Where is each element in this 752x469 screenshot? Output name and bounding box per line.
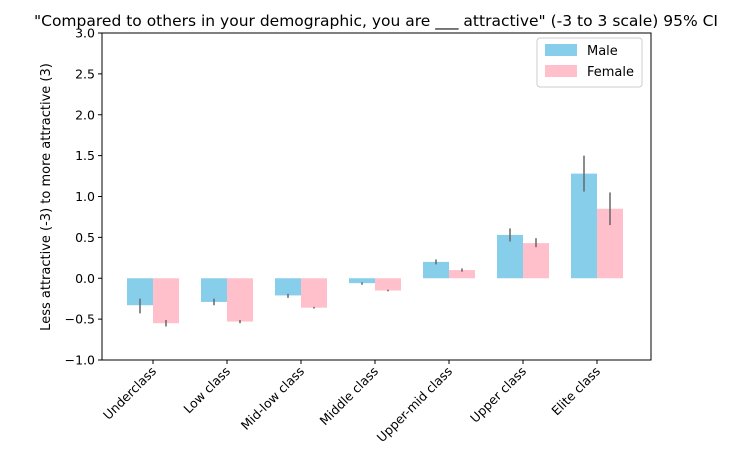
y-tick-label-4: 1.0 bbox=[75, 189, 95, 204]
x-tick-label-2: Mid-low class bbox=[238, 364, 307, 433]
x-tick-label-0: Underclass bbox=[100, 364, 159, 423]
y-axis-label: Less attractive (-3) to more attractive … bbox=[39, 63, 54, 331]
y-tick-label-2: 0.0 bbox=[75, 271, 95, 286]
bar-male-5 bbox=[497, 234, 523, 279]
legend-label-female: Female bbox=[587, 65, 634, 80]
bar-male-4 bbox=[423, 261, 449, 279]
bar-female-4 bbox=[449, 270, 475, 279]
y-tick-label-5: 1.5 bbox=[75, 148, 95, 163]
bar-female-3 bbox=[375, 278, 401, 291]
y-tick-label-1: −0.5 bbox=[65, 312, 95, 327]
chart-title: "Compared to others in your demographic,… bbox=[34, 12, 718, 31]
y-tick-label-3: 0.5 bbox=[75, 230, 95, 245]
legend-swatch-male bbox=[545, 44, 577, 56]
x-tick-label-3: Middle class bbox=[317, 364, 382, 429]
x-tick-label-5: Upper class bbox=[467, 364, 529, 426]
legend-swatch-female bbox=[545, 65, 577, 77]
y-tick-label-7: 2.5 bbox=[75, 66, 95, 81]
bar-male-1 bbox=[201, 278, 227, 302]
x-tick-label-4: Upper-mid class bbox=[374, 364, 455, 445]
y-tick-label-8: 3.0 bbox=[75, 26, 95, 41]
plot-area: −1.0 −0.5 0.0 0.5 1.0 1.5 2.0 2.5 3.0 Underclass L… bbox=[65, 26, 652, 445]
bar-female-0 bbox=[153, 278, 179, 324]
y-tick-label-6: 2.0 bbox=[75, 107, 95, 122]
bar-male-2 bbox=[275, 278, 301, 296]
bar-female-1 bbox=[227, 278, 253, 322]
legend-label-male: Male bbox=[587, 44, 618, 59]
bar-female-2 bbox=[301, 278, 327, 308]
x-tick-label-6: Elite class bbox=[548, 364, 603, 419]
y-tick-label-0: −1.0 bbox=[65, 353, 95, 368]
legend: Male Female bbox=[536, 37, 643, 88]
bar-female-5 bbox=[523, 243, 549, 279]
bar-male-3 bbox=[349, 278, 375, 284]
x-tick-label-1: Low class bbox=[180, 364, 233, 417]
